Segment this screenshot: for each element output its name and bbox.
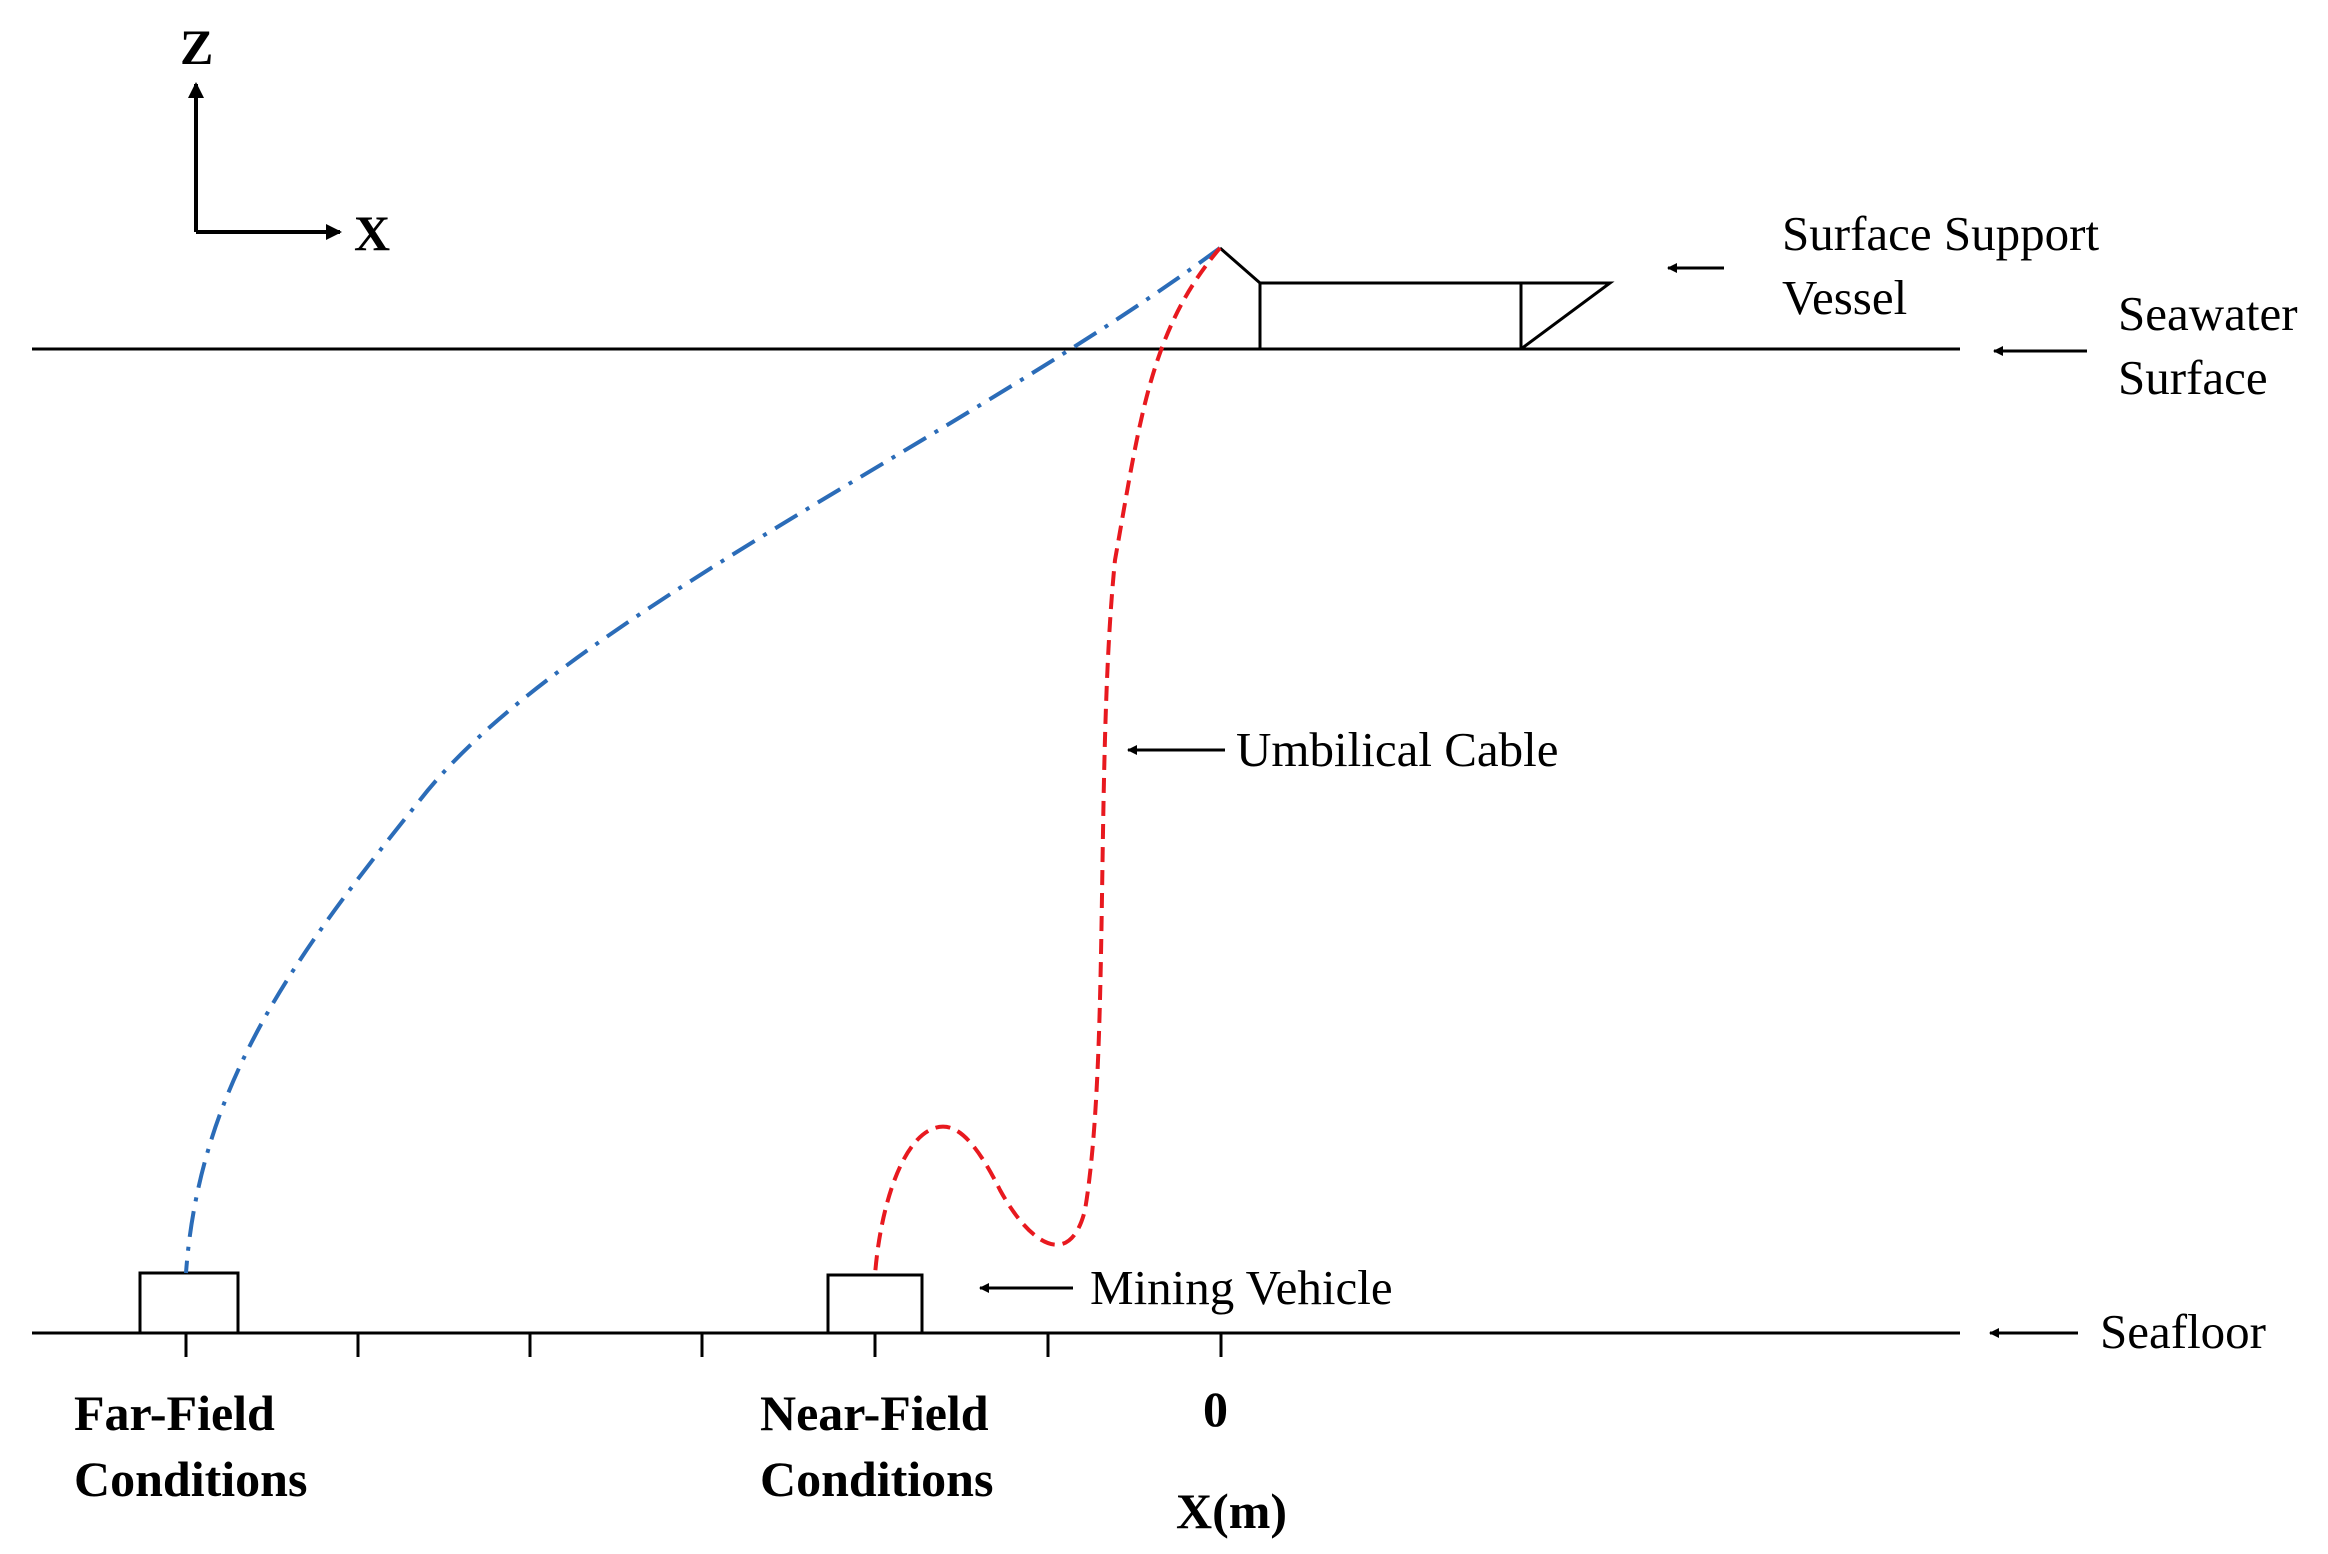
near-field-mining-vehicle	[826, 1273, 924, 1335]
far-field-mining-vehicle	[138, 1271, 240, 1335]
x-axis-title: X(m)	[1176, 1483, 1287, 1539]
near-field-umbilical-cable	[873, 246, 1222, 1276]
seafloor-ticks	[184, 1333, 1223, 1357]
surface-label-line1: Seawater	[2118, 286, 2298, 341]
pointer-arrows	[979, 263, 2087, 1338]
vessel-stern	[1520, 281, 1615, 351]
near-field-label-line1: Near-Field	[760, 1385, 989, 1441]
zero-tick-label: 0	[1203, 1381, 1228, 1437]
vessel-label-line1: Surface Support	[1782, 206, 2099, 261]
cable-label: Umbilical Cable	[1236, 722, 1559, 777]
vessel-hull	[1258, 281, 1523, 351]
z-axis-label: Z	[180, 19, 213, 75]
far-field-label-line1: Far-Field	[74, 1385, 275, 1441]
far-field-label-line2: Conditions	[74, 1451, 307, 1507]
x-axis-label: X	[354, 205, 390, 261]
surface-support-vessel	[1219, 246, 1615, 351]
vessel-label-line2: Vessel	[1782, 270, 1907, 325]
seafloor-label: Seafloor	[2100, 1304, 2266, 1359]
axis-indicator: Z X	[180, 19, 390, 261]
vehicle-label: Mining Vehicle	[1090, 1260, 1393, 1315]
vessel-bow	[1219, 246, 1261, 285]
surface-label-line2: Surface	[2118, 350, 2268, 405]
near-field-label-line2: Conditions	[760, 1451, 993, 1507]
far-field-umbilical-cable	[184, 246, 1222, 1274]
